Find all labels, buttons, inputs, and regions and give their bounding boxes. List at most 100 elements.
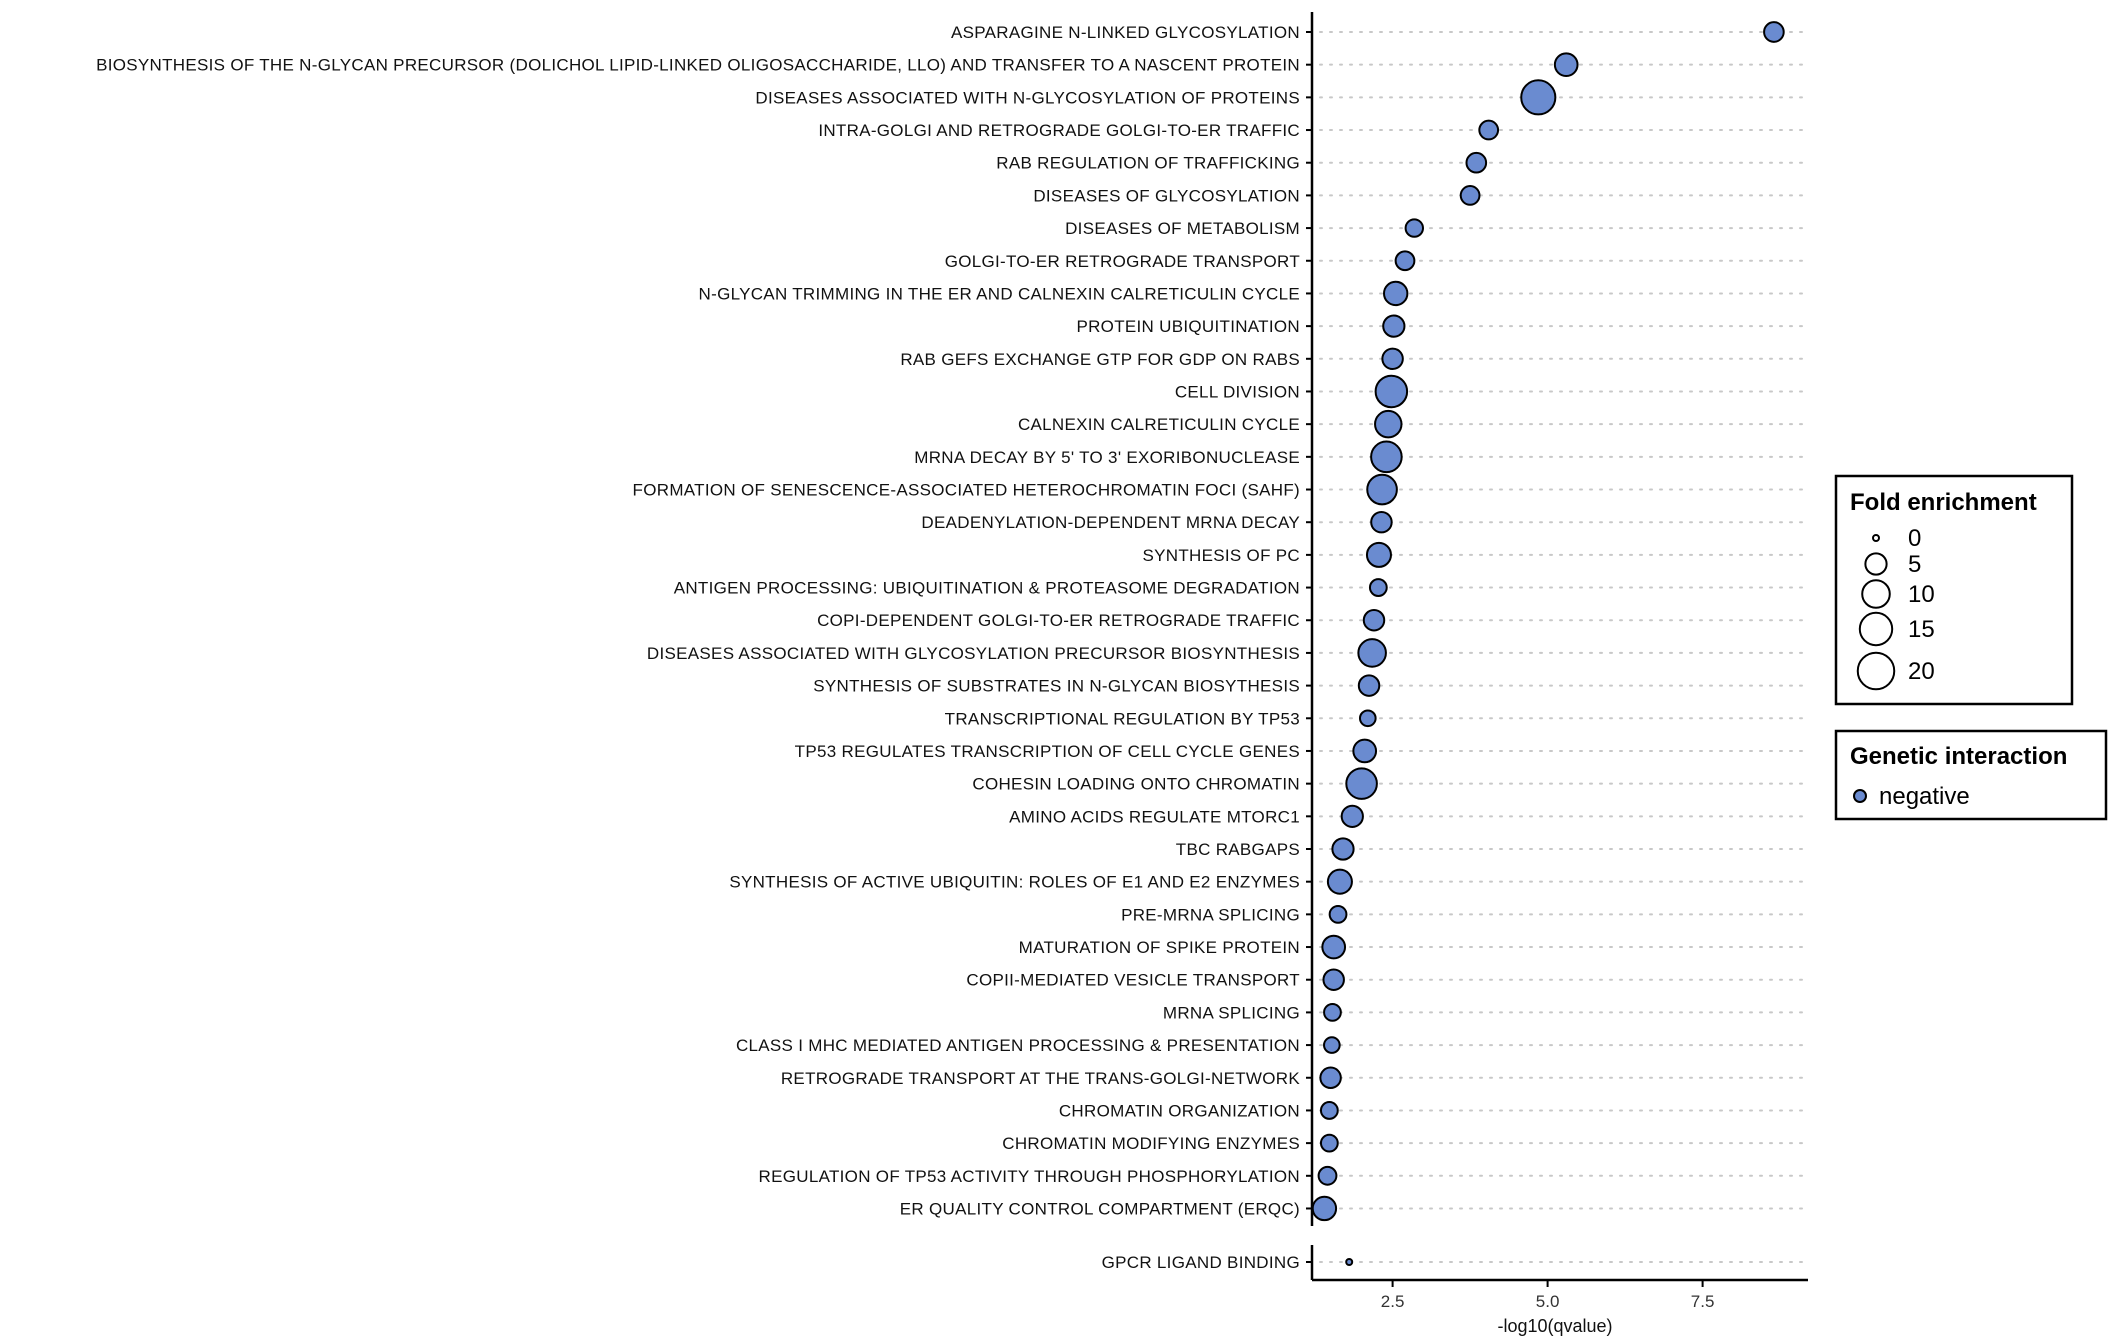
category-label: RAB GEFS EXCHANGE GTP FOR GDP ON RABS [900, 350, 1300, 369]
x-tick-label: 7.5 [1691, 1292, 1715, 1311]
data-point [1370, 510, 1393, 534]
data-point [1553, 52, 1579, 78]
legend-color-title: Genetic interaction [1850, 743, 2067, 770]
data-point [1368, 578, 1388, 597]
data-point [1323, 1036, 1341, 1054]
axes: 2.5 5.0 7.5 [1306, 12, 1808, 1311]
x-axis-title: -log10(qvalue) [1497, 1316, 1612, 1336]
legend-genetic-interaction: Genetic interaction negative [1834, 729, 2108, 821]
data-point [1319, 1066, 1342, 1089]
legend-color-box [1834, 729, 2108, 821]
category-label: AMINO ACIDS REGULATE MTORC1 [1009, 807, 1300, 826]
category-label: MATURATION OF SPIKE PROTEIN [1019, 938, 1300, 957]
data-point [1352, 738, 1378, 764]
category-label: INTRA-GOLGI AND RETROGRADE GOLGI-TO-ER T… [818, 121, 1300, 140]
category-label: N-GLYCAN TRIMMING IN THE ER AND CALNEXIN… [699, 284, 1300, 303]
data-point [1374, 374, 1409, 409]
guide-lines [1319, 31, 1809, 1263]
category-label: DISEASES ASSOCIATED WITH N-GLYCOSYLATION… [755, 88, 1300, 107]
data-points [1311, 21, 1785, 1266]
legend-color-label: negative [1879, 783, 1970, 810]
data-point [1323, 1003, 1342, 1022]
data-point [1321, 934, 1347, 960]
legend-size-label: 20 [1908, 658, 1935, 685]
category-label: DISEASES OF GLYCOSYLATION [1033, 186, 1300, 205]
category-label: PROTEIN UBIQUITINATION [1076, 317, 1300, 336]
category-label: CALNEXIN CALRETICULIN CYCLE [1018, 415, 1300, 434]
legend-size-circle [1856, 651, 1896, 691]
category-label: SYNTHESIS OF ACTIVE UBIQUITIN: ROLES OF … [729, 873, 1300, 892]
category-label: DEADENYLATION-DEPENDENT MRNA DECAY [921, 513, 1300, 532]
data-point [1331, 837, 1355, 861]
data-point [1328, 904, 1348, 924]
data-point [1370, 440, 1403, 474]
data-point [1319, 1133, 1339, 1153]
data-point [1357, 638, 1387, 668]
data-point [1345, 1258, 1354, 1266]
data-point [1366, 473, 1398, 506]
legend-size-circle [1861, 579, 1891, 609]
data-point [1345, 767, 1378, 800]
category-labels: ASPARAGINE N-LINKED GLYCOSYLATION BIOSYNT… [96, 23, 1300, 1272]
category-label: RAB REGULATION OF TRAFFICKING [996, 154, 1300, 173]
x-tick-label: 2.5 [1381, 1292, 1405, 1311]
category-label: CHROMATIN ORGANIZATION [1059, 1101, 1300, 1120]
data-point [1382, 314, 1406, 338]
data-point [1326, 868, 1353, 895]
data-point [1459, 185, 1481, 206]
data-point [1520, 79, 1557, 116]
data-point [1365, 541, 1392, 568]
category-label: ASPARAGINE N-LINKED GLYCOSYLATION [951, 23, 1300, 42]
category-label: DISEASES ASSOCIATED WITH GLYCOSYLATION P… [647, 644, 1300, 663]
data-point [1322, 968, 1345, 991]
legend-size-circle [1858, 611, 1894, 647]
x-tick-label: 5.0 [1536, 1292, 1560, 1311]
legend-size-label: 10 [1908, 581, 1935, 608]
category-label: MRNA SPLICING [1163, 1003, 1300, 1022]
data-point [1383, 280, 1409, 307]
legend-size-label: 15 [1908, 616, 1935, 643]
legend-size-circle [1872, 534, 1880, 542]
data-point [1478, 119, 1500, 141]
category-label: FORMATION OF SENESCENCE-ASSOCIATED HETER… [633, 481, 1300, 500]
legend-fold-enrichment: Fold enrichment 05 10 15 20 [1834, 474, 2074, 706]
category-label: TP53 REGULATES TRANSCRIPTION OF CELL CYC… [795, 742, 1300, 761]
category-label: RETROGRADE TRANSPORT AT THE TRANS-GOLGI-… [781, 1069, 1300, 1088]
data-point [1465, 151, 1488, 174]
category-label: CELL DIVISION [1175, 382, 1300, 401]
category-label: CHROMATIN MODIFYING ENZYMES [1002, 1134, 1300, 1153]
category-label: MRNA DECAY BY 5' TO 3' EXORIBONUCLEASE [914, 448, 1300, 467]
category-label: COPII-MEDIATED VESICLE TRANSPORT [966, 971, 1300, 990]
legend-size-circle [1864, 552, 1888, 576]
category-label: PRE-MRNA SPLICING [1121, 905, 1300, 924]
data-point [1317, 1165, 1338, 1186]
category-label: COPI-DEPENDENT GOLGI-TO-ER RETROGRADE TR… [817, 611, 1300, 630]
category-label: GPCR LIGAND BINDING [1102, 1253, 1300, 1272]
data-point [1340, 804, 1364, 828]
data-point [1357, 674, 1381, 697]
data-point [1374, 409, 1403, 439]
legend-size-label: 5 [1908, 551, 1921, 578]
category-label: REGULATION OF TP53 ACTIVITY THROUGH PHOS… [759, 1167, 1300, 1186]
data-point [1319, 1101, 1339, 1120]
data-point [1362, 609, 1386, 632]
category-label: TBC RABGAPS [1176, 840, 1300, 859]
data-point [1763, 21, 1785, 43]
category-label: CLASS I MHC MEDIATED ANTIGEN PROCESSING … [736, 1036, 1300, 1055]
category-label: ER QUALITY CONTROL COMPARTMENT (ERQC) [900, 1199, 1300, 1218]
category-label: TRANSCRIPTIONAL REGULATION BY TP53 [945, 709, 1300, 728]
category-label: COHESIN LOADING ONTO CHROMATIN [972, 775, 1300, 794]
category-label: SYNTHESIS OF PC [1142, 546, 1300, 565]
category-label: SYNTHESIS OF SUBSTRATES IN N-GLYCAN BIOS… [813, 677, 1300, 696]
data-point [1381, 347, 1404, 371]
category-label: DISEASES OF METABOLISM [1065, 219, 1300, 238]
data-point [1394, 250, 1416, 272]
category-label: BIOSYNTHESIS OF THE N-GLYCAN PRECURSOR (… [96, 56, 1300, 75]
data-point [1358, 709, 1377, 728]
legend-size-title: Fold enrichment [1850, 489, 2037, 516]
data-point [1311, 1195, 1338, 1222]
data-point [1404, 218, 1425, 238]
category-label: ANTIGEN PROCESSING: UBIQUITINATION & PRO… [674, 579, 1300, 598]
legend-size-label: 0 [1908, 525, 1921, 552]
